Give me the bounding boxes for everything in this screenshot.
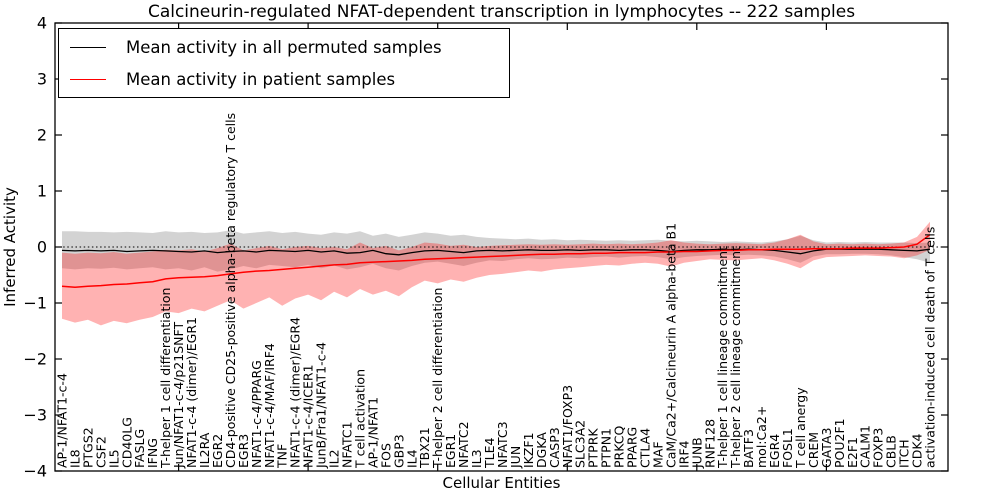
svg-text:4: 4 [37, 14, 47, 33]
legend-entry-patient: Mean activity in patient samples [59, 63, 509, 95]
permuted-mean-line [61, 248, 931, 256]
y-tick-labels: 4 3 2 1 0 −1 −2 −3 −4 [23, 14, 47, 481]
legend: Mean activity in all permuted samples Me… [58, 28, 510, 98]
svg-text:0: 0 [37, 238, 47, 257]
y-axis-label: Inferred Activity [1, 187, 19, 307]
legend-label-patient: Mean activity in patient samples [126, 69, 396, 89]
svg-text:2: 2 [37, 126, 47, 145]
legend-label-permuted: Mean activity in all permuted samples [126, 37, 442, 57]
patient-line-sample-icon [70, 78, 106, 80]
svg-text:1: 1 [37, 182, 47, 201]
x-axis-label: Cellular Entities [442, 474, 561, 492]
chart-title: Calcineurin-regulated NFAT-dependent tra… [147, 2, 856, 22]
svg-text:−3: −3 [23, 406, 47, 425]
svg-text:−4: −4 [23, 462, 47, 481]
svg-text:3: 3 [37, 70, 47, 89]
legend-entry-permuted: Mean activity in all permuted samples [59, 31, 509, 63]
svg-text:−1: −1 [23, 294, 47, 313]
patient-confidence-band [62, 221, 930, 326]
permuted-line-sample-icon [70, 46, 106, 48]
svg-text:−2: −2 [23, 350, 47, 369]
patient-mean-line [61, 234, 931, 289]
